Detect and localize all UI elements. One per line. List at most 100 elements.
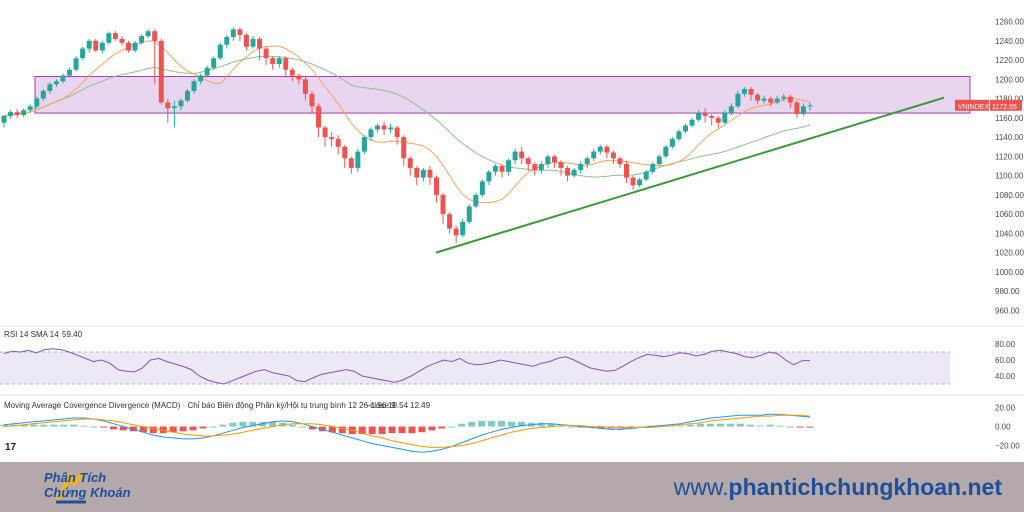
macd-histogram-bar [557,425,565,427]
macd-histogram-bar [726,423,734,427]
macd-histogram-bar [806,426,814,428]
candle-body [329,137,335,140]
macd-histogram-bar [40,424,48,427]
price-tick-label: 980.00 [995,287,1020,296]
macd-histogram-bar [667,425,675,427]
candle-body [420,169,426,178]
signal-line [3,414,811,448]
macd-histogram-bar [219,424,227,427]
macd-histogram-bar [299,426,307,428]
candle-body [34,98,40,107]
chart-area: 1260.00 1240.00 1220.00 1200.00 1180.00 1160.… [0,18,1024,453]
candle-body [165,102,171,109]
macd-histogram-bar [338,426,346,434]
candle-body [551,156,557,163]
macd-histogram-bar [169,426,177,433]
candle-body [486,171,492,182]
candle-body [604,146,610,153]
candle-body [741,89,747,94]
macd-histogram-bar [189,426,197,431]
macd-histogram-bar [388,426,396,434]
candle-body [67,69,73,76]
candle-body [237,29,243,36]
candle-body [591,151,597,159]
candle-body [401,137,407,159]
macd-histogram-bar [20,424,28,427]
price-tick-label: 1060.00 [995,210,1024,219]
macd-histogram-bar [139,426,147,433]
candle-body [158,40,164,103]
candle-body [126,42,132,51]
ma-fast-line [3,40,811,204]
candle-body [191,81,197,91]
macd-histogram-bar [378,426,386,435]
macd-histogram-bar [308,426,316,430]
macd-histogram-bar [677,425,685,427]
candle-body [787,96,793,103]
candle-body [204,67,210,76]
candle-body [348,158,354,168]
candle-body [381,125,387,130]
candle-body [565,167,571,176]
candle-body [316,106,322,128]
rsi-tick-label: 80.00 [995,340,1016,349]
price-tick-label: 1020.00 [995,249,1024,258]
candle-body [139,36,145,43]
macd-histogram-bar [328,426,336,433]
candle-body [99,42,105,51]
price-tick-label: 1040.00 [995,229,1024,238]
candle-body [538,164,544,170]
candle-body [545,156,551,165]
candle-body [637,179,643,186]
candle-body [473,194,479,207]
candle-body [630,177,636,186]
candle-body [93,40,99,51]
candle-body [676,131,682,140]
ma-slow-line [3,55,811,178]
macd-histogram-bar [517,421,525,427]
candle-body [656,156,662,165]
candle-body [309,93,315,107]
candle-body [217,44,223,59]
candle-body [257,38,263,49]
macd-histogram-bar [418,426,426,433]
candle-body [774,98,780,103]
candle-body [86,40,92,49]
macd-histogram-bar [567,426,575,428]
price-tick-label: 1260.00 [995,18,1024,27]
candle-body [60,75,66,82]
price-chart-svg: 1260.00 1240.00 1220.00 1200.00 1180.00 1160.… [0,18,1024,453]
macd-histogram-bar [368,426,376,435]
macd-histogram-bar [70,424,78,427]
candle-body [1,115,7,123]
brand-name-line1: Phân Tích [44,470,107,485]
macd-histogram-bar [229,422,237,427]
price-tick-label: 1000.00 [995,268,1024,277]
candle-body [184,90,190,101]
candle-body [682,125,688,132]
price-tick-label: 1120.00 [995,152,1024,161]
candle-body [243,35,249,47]
candle-body [263,48,269,59]
candle-body [230,29,236,38]
brand-name-line2: Chứng Khoán [44,485,131,500]
candle-body [794,102,800,115]
macd-value: −1.96 [366,401,387,410]
macd-histogram-bar [269,421,277,427]
candle-body [768,98,774,103]
website-url[interactable]: www.phantichchungkhoan.net [674,474,1002,500]
candle-body [394,127,400,138]
macd-line [3,413,811,453]
url-prefix: www. [673,474,729,500]
macd-histogram-bar [209,426,217,428]
candle-body [807,105,813,107]
candle-body [335,139,341,147]
candle-body [525,158,531,165]
candle-body [466,206,472,222]
rsi-value: 59.40 [62,330,83,339]
candle-body [460,221,466,236]
candle-body [610,152,616,159]
rsi-title: RSI 14 SMA 14 [4,330,59,339]
macd-histogram-bar [80,425,88,427]
candle-body [427,169,433,178]
